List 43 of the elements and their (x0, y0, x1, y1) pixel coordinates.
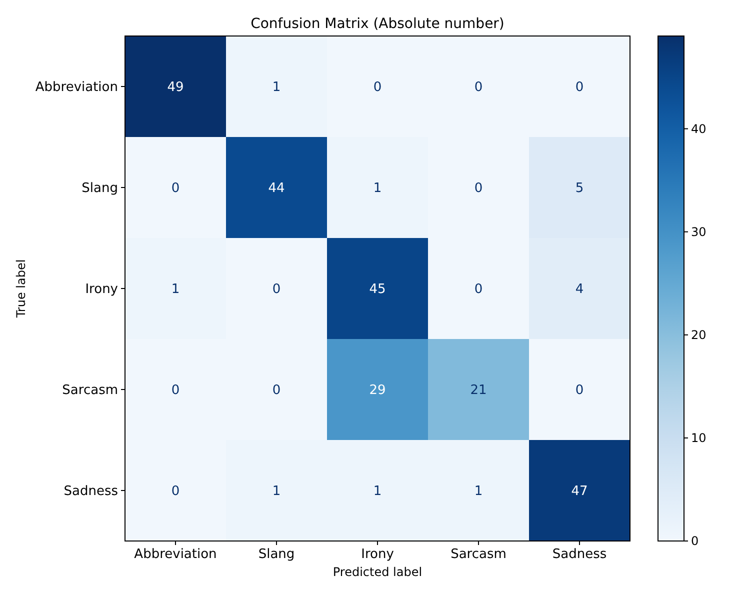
x-tick-label: Sarcasm (450, 547, 506, 562)
data-label: 1 (474, 484, 483, 500)
data-label: 29 (369, 383, 386, 398)
data-label: 0 (171, 484, 180, 500)
data-label: 0 (272, 383, 281, 398)
data-label: 0 (474, 282, 483, 298)
color-bar-label: 0 (691, 534, 699, 548)
data-label: 1 (373, 484, 382, 500)
data-label: 21 (470, 383, 487, 398)
data-label: 45 (369, 282, 386, 298)
data-label: 1 (272, 80, 281, 96)
y-tick-label: Sadness (64, 484, 118, 500)
x-tick-label: Irony (361, 547, 394, 562)
data-label: 1 (171, 282, 180, 298)
y-tick-label: Sarcasm (62, 383, 118, 398)
y-tick-label: Slang (82, 181, 118, 196)
color-bar-label: 10 (691, 431, 706, 446)
color-bar-label: 30 (691, 225, 706, 240)
data-label: 0 (373, 80, 382, 96)
y-tick-label: Irony (85, 282, 118, 298)
y-tick-label: Abbreviation (35, 80, 118, 96)
data-label: 1 (272, 484, 281, 500)
chart-title: Confusion Matrix (Absolute number) (250, 16, 504, 32)
data-label: 0 (474, 181, 483, 196)
data-label: 1 (373, 181, 382, 196)
x-axis-title: Predicted label (332, 565, 422, 579)
color-bar-label: 40 (691, 122, 706, 136)
data-label: 0 (272, 282, 281, 298)
y-axis-title: True label (14, 259, 28, 319)
data-label: 5 (575, 181, 584, 196)
data-label: 44 (268, 181, 285, 196)
data-label: 0 (474, 80, 483, 96)
data-label: 0 (575, 80, 584, 96)
color-bar-label: 20 (691, 328, 706, 342)
data-label: 0 (171, 383, 180, 398)
data-label: 0 (575, 383, 584, 398)
data-label: 4 (575, 282, 584, 298)
x-tick-label: Slang (258, 547, 295, 562)
data-label: 47 (571, 484, 588, 500)
data-label: 0 (171, 181, 180, 196)
x-tick-label: Abbreviation (134, 547, 217, 562)
x-tick-label: Sadness (552, 547, 607, 562)
data-label: 49 (167, 80, 184, 96)
